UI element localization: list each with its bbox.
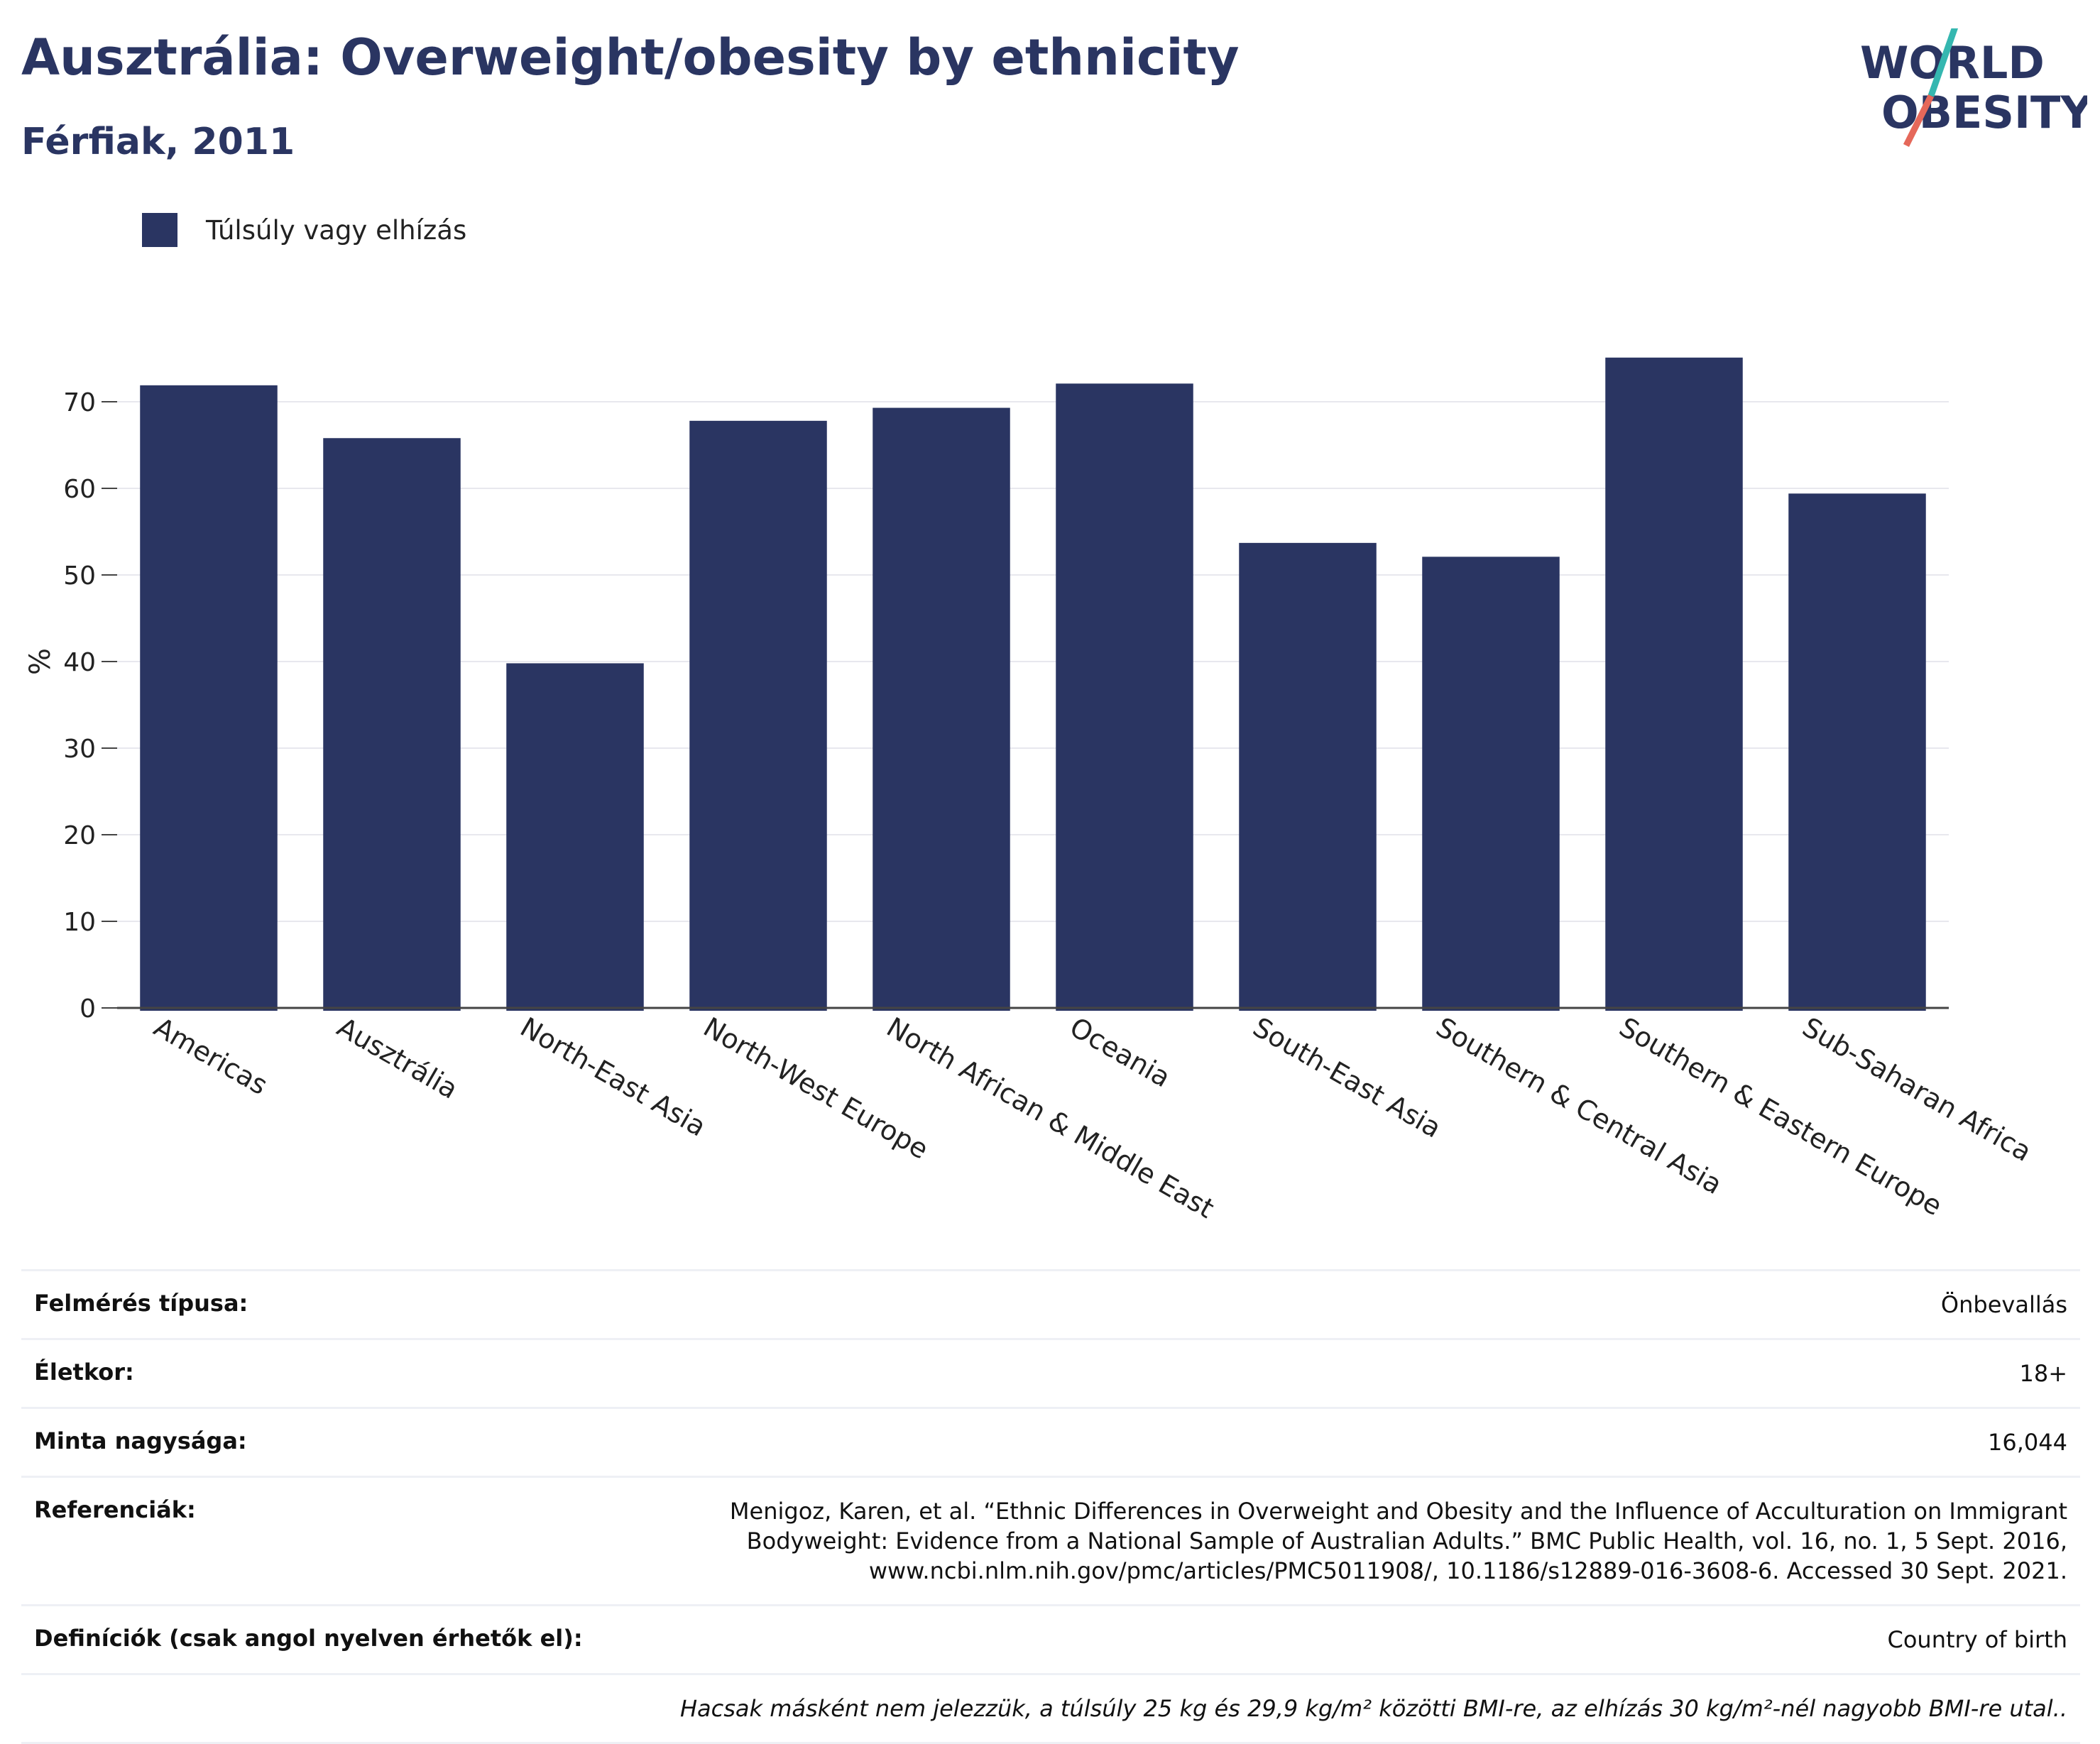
y-tick-label: 40	[63, 648, 96, 677]
info-value: Country of birth	[1887, 1626, 2068, 1653]
info-row-references: Referenciák: Menigoz, Karen, et al. “Eth…	[21, 1476, 2080, 1604]
y-tick-label: 0	[80, 994, 96, 1024]
info-value: 18+	[2019, 1360, 2067, 1387]
bar	[1422, 556, 1560, 1011]
y-tick-label: 50	[63, 561, 96, 591]
bar	[506, 663, 644, 1011]
logo-line1: WORLD	[1860, 37, 2045, 89]
y-tick-label: 70	[63, 388, 96, 417]
info-value: Menigoz, Karen, et al. “Ethnic Differenc…	[729, 1498, 2067, 1584]
info-key: Definíciók (csak angol nyelven érhetők e…	[34, 1625, 583, 1652]
page-title: Ausztrália: Overweight/obesity by ethnic…	[21, 28, 1240, 87]
bar	[1605, 357, 1743, 1011]
info-key: Minta nagysága:	[34, 1427, 247, 1454]
logo-slash-teal	[1927, 28, 1959, 97]
chart-legend: Túlsúly vagy elhízás	[142, 213, 466, 247]
world-obesity-logo: WORLD OBESITY	[1860, 28, 2087, 148]
info-row-survey-type: Felmérés típusa: Önbevallás	[21, 1269, 2080, 1338]
info-value: Önbevallás	[1940, 1291, 2067, 1318]
bar	[1788, 493, 1926, 1011]
x-tick-label: Americas	[149, 1011, 273, 1101]
bar	[1056, 383, 1193, 1011]
info-note-row: Hacsak másként nem jelezzük, a túlsúly 2…	[21, 1673, 2080, 1744]
info-row-sample-size: Minta nagysága: 16,044	[21, 1407, 2080, 1476]
x-tick-label: Southern & Eastern Europe	[1614, 1011, 1948, 1222]
info-value: 16,044	[1988, 1429, 2067, 1456]
y-tick-label: 20	[63, 821, 96, 850]
x-tick-label: Oceania	[1065, 1011, 1176, 1094]
info-key: Felmérés típusa:	[34, 1290, 248, 1317]
bar	[1239, 542, 1377, 1011]
bmi-note: Hacsak másként nem jelezzük, a túlsúly 2…	[679, 1695, 2067, 1722]
y-tick-label: 30	[63, 735, 96, 764]
x-tick-label: North African & Middle East	[882, 1011, 1220, 1224]
bar	[873, 407, 1010, 1011]
x-tick-label: South-East Asia	[1248, 1011, 1447, 1144]
legend-label: Túlsúly vagy elhízás	[206, 214, 467, 246]
info-key: Életkor:	[34, 1359, 134, 1386]
x-tick-label: Southern & Central Asia	[1431, 1011, 1728, 1200]
page-subtitle: Férfiak, 2011	[21, 121, 295, 163]
legend-swatch	[142, 213, 177, 247]
y-axis-label: %	[24, 648, 57, 675]
x-tick-label: Ausztrália	[332, 1011, 464, 1105]
bar-chart: 0 10 20 30 40 50 60 70% Americas Ausztrália North-…	[24, 357, 2037, 1224]
bar	[140, 385, 278, 1011]
logo-slash-red	[1903, 94, 1935, 148]
bar	[689, 420, 827, 1011]
y-tick-label: 10	[63, 908, 96, 937]
info-key: Referenciák:	[34, 1496, 196, 1523]
x-tick-label: North-East Asia	[515, 1011, 711, 1143]
info-row-age: Életkor: 18+	[21, 1338, 2080, 1407]
bar	[323, 438, 461, 1011]
info-table: Felmérés típusa: Önbevallás Életkor: 18+…	[21, 1269, 2080, 1744]
y-tick-label: 60	[63, 475, 96, 504]
info-row-definitions: Definíciók (csak angol nyelven érhetők e…	[21, 1604, 2080, 1673]
